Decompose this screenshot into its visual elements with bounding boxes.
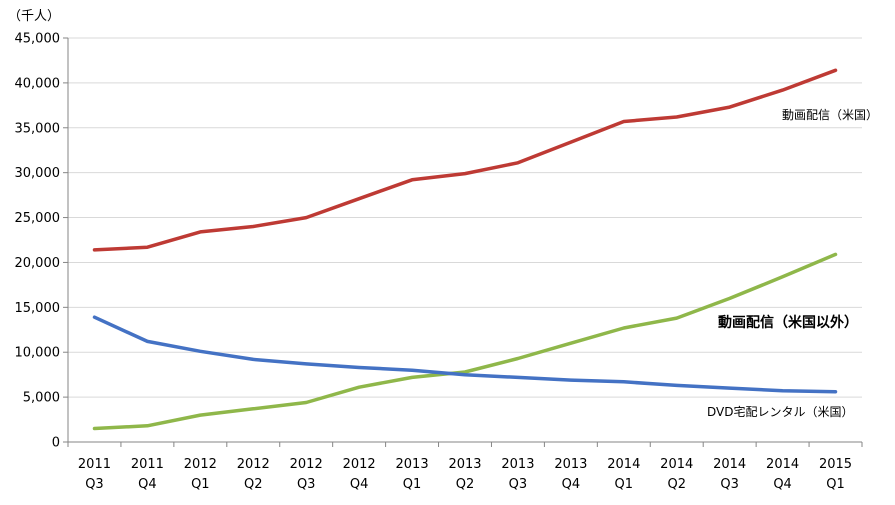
- x-tick-label-year: 2012: [343, 457, 376, 472]
- x-tick-label-quarter: Q3: [720, 477, 739, 492]
- x-tick-label-quarter: Q2: [667, 477, 686, 492]
- x-tick-label-quarter: Q4: [350, 477, 369, 492]
- series-label-0: 動画配信（米国）: [782, 108, 878, 122]
- x-tick-label-quarter: Q3: [509, 477, 528, 492]
- x-tick-label-quarter: Q4: [138, 477, 157, 492]
- y-tick-label: 40,000: [15, 76, 61, 91]
- y-tick-label: 25,000: [15, 211, 61, 226]
- y-axis-unit-label: （千人）: [8, 9, 60, 24]
- x-tick-label-year: 2013: [396, 457, 429, 472]
- x-axis-ticks: 2011 Q3 2011 Q4 2012 Q1 2012 Q2 2012 Q3 2012 Q4 2013…: [67, 442, 863, 492]
- series-line-2: [92, 315, 838, 394]
- series-labels: 動画配信（米国） 動画配信（米国以外） DVD宅配レンタル（米国）: [707, 108, 878, 419]
- x-tick-label-year: 2014: [607, 457, 640, 472]
- x-tick-label-year: 2013: [448, 457, 481, 472]
- x-tick-label-quarter: Q2: [244, 477, 263, 492]
- x-tick-label-year: 2014: [713, 457, 746, 472]
- x-tick-label-year: 2015: [819, 457, 852, 472]
- x-tick-label-year: 2011: [131, 457, 164, 472]
- x-tick-label-quarter: Q1: [826, 477, 845, 492]
- series-lines: [92, 68, 838, 431]
- x-tick-label-quarter: Q2: [456, 477, 475, 492]
- y-axis-ticks: 0 5,000 10,000 15,000 20,000 25,000 30,000 35,0…: [15, 32, 68, 451]
- series-label-2: DVD宅配レンタル（米国）: [707, 404, 853, 419]
- x-tick-label-year: 2013: [554, 457, 587, 472]
- x-tick-label-quarter: Q3: [297, 477, 316, 492]
- y-tick-label: 30,000: [15, 166, 61, 181]
- x-tick-label-quarter: Q1: [403, 477, 422, 492]
- y-tick-label: 10,000: [15, 346, 61, 361]
- x-tick-label-year: 2011: [78, 457, 111, 472]
- x-tick-label-quarter: Q4: [773, 477, 792, 492]
- series-line-1: [92, 252, 838, 431]
- x-tick-label-year: 2013: [501, 457, 534, 472]
- y-tick-label: 20,000: [15, 256, 61, 271]
- y-tick-label: 45,000: [15, 32, 61, 47]
- x-tick-label-quarter: Q1: [615, 477, 634, 492]
- x-tick-label-year: 2014: [766, 457, 799, 472]
- y-tick-label: 0: [52, 436, 60, 451]
- series-line-0: [92, 68, 838, 252]
- x-tick-label-year: 2012: [290, 457, 323, 472]
- series-label-1: 動画配信（米国以外）: [718, 314, 858, 331]
- x-tick-label-quarter: Q1: [191, 477, 210, 492]
- x-tick-label-quarter: Q3: [85, 477, 104, 492]
- x-tick-label-year: 2012: [184, 457, 217, 472]
- y-tick-label: 35,000: [15, 121, 61, 136]
- gridlines: [68, 37, 862, 398]
- x-tick-label-year: 2012: [237, 457, 270, 472]
- y-tick-label: 15,000: [15, 301, 61, 316]
- x-tick-label-quarter: Q4: [562, 477, 581, 492]
- y-tick-label: 5,000: [23, 391, 60, 406]
- x-tick-label-year: 2014: [660, 457, 693, 472]
